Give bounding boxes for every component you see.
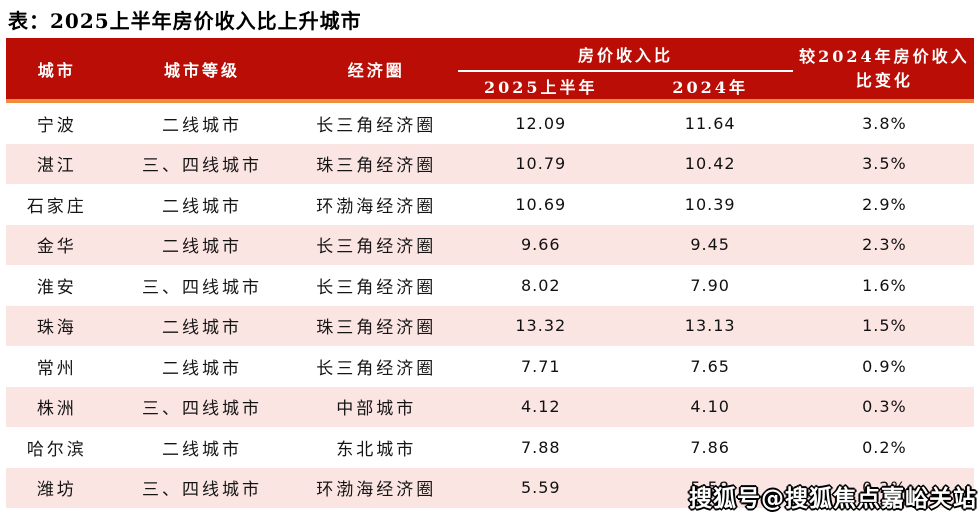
cell-ratio-2025h1: 7.88 (520, 437, 561, 457)
table-row: 常州 二线城市 长三角经济圈 7.71 7.65 0.9% (6, 346, 974, 387)
cell-change: 0.3% (862, 397, 907, 417)
cell-ratio-2025h1: 10.69 (515, 194, 567, 214)
cell-ratio-2025h1: 5.59 (520, 478, 561, 498)
cell-city-tier: 二线城市 (162, 115, 242, 136)
table-row: 淮安 三、四线城市 长三角经济圈 8.02 7.90 1.6% (6, 265, 974, 306)
cell-city-tier: 三、四线城市 (142, 399, 262, 420)
cell-city-tier: 三、四线城市 (142, 277, 262, 298)
cell-econ-circle: 长三角经济圈 (316, 115, 437, 136)
cell-city-tier: 三、四线城市 (142, 156, 262, 177)
table-row: 石家庄 二线城市 环渤海经济圈 10.69 10.39 2.9% (6, 184, 974, 225)
cell-econ-circle: 环渤海经济圈 (316, 196, 437, 217)
cell-ratio-2024: 4.10 (690, 397, 730, 417)
cell-ratio-2024: 7.65 (690, 356, 730, 376)
cell-city-tier: 二线城市 (162, 196, 242, 217)
table-body: 宁波 二线城市 长三角经济圈 12.09 11.64 3.8% 湛江 三、四线城… (6, 103, 974, 508)
cell-change: 2.9% (862, 194, 907, 214)
header-2024: 2024年 (672, 77, 748, 97)
table-row: 宁波 二线城市 长三角经济圈 12.09 11.64 3.8% (6, 103, 974, 144)
cell-ratio-2025h1: 13.32 (515, 316, 567, 336)
cell-change: 0.9% (862, 356, 907, 376)
cell-city: 宁波 (36, 115, 77, 136)
header-city-tier: 城市等级 (163, 60, 240, 80)
cell-ratio-2024: 13.13 (684, 316, 736, 336)
table-row: 湛江 三、四线城市 珠三角经济圈 10.79 10.42 3.5% (6, 143, 974, 184)
cell-econ-circle: 珠三角经济圈 (316, 318, 437, 339)
cell-ratio-2025h1: 9.66 (520, 235, 561, 255)
cell-ratio-2025h1: 8.02 (520, 275, 561, 295)
cell-econ-circle: 珠三角经济圈 (316, 156, 437, 177)
cell-city: 哈尔滨 (26, 439, 87, 460)
cell-city-tier: 二线城市 (162, 358, 242, 379)
cell-change: 1.5% (862, 316, 907, 336)
cell-change: 1.6% (862, 275, 907, 295)
watermark-text: 搜狐号@搜狐焦点嘉峪关站 (689, 486, 977, 512)
cell-ratio-2025h1: 10.79 (515, 154, 567, 174)
header-change-line2: 比变化 (855, 70, 913, 90)
cell-change: 3.5% (862, 154, 907, 174)
cell-ratio-2024: 5.58 (690, 478, 730, 498)
header-ratio-group: 房价收入比 (458, 38, 793, 72)
header-city: 城市 (37, 60, 76, 80)
cell-econ-circle: 中部城市 (336, 399, 417, 420)
cell-econ-circle: 环渤海经济圈 (316, 480, 437, 501)
cell-city-tier: 二线城市 (162, 237, 242, 258)
price-income-ratio-table: 城市 城市等级 经济圈 房价收入比 2025上半年 2024年 较2024年房价… (6, 38, 974, 508)
cell-ratio-2024: 10.39 (684, 194, 736, 214)
cell-city: 株洲 (36, 399, 77, 420)
header-change-vs-2024: 较2024年房价收入 比变化 (795, 38, 974, 99)
table-row: 株洲 三、四线城市 中部城市 4.12 4.10 0.3% (6, 386, 974, 427)
cell-city: 金华 (36, 237, 77, 258)
cell-econ-circle: 长三角经济圈 (316, 358, 437, 379)
cell-city: 石家庄 (26, 196, 87, 217)
header-2025-h1: 2025上半年 (484, 77, 598, 97)
cell-city-tier: 二线城市 (162, 318, 242, 339)
cell-city-tier: 三、四线城市 (142, 480, 262, 501)
cell-city: 珠海 (36, 318, 77, 339)
table-row: 哈尔滨 二线城市 东北城市 7.88 7.86 0.2% (6, 427, 974, 468)
cell-change: 3.8% (862, 113, 907, 133)
table-row: 珠海 二线城市 珠三角经济圈 13.32 13.13 1.5% (6, 305, 974, 346)
cell-city: 潍坊 (36, 480, 77, 501)
cell-ratio-2024: 11.64 (684, 113, 736, 133)
header-change-line1: 较2024年房价收入 (799, 47, 970, 67)
cell-city-tier: 二线城市 (162, 439, 242, 460)
cell-ratio-2025h1: 7.71 (520, 356, 561, 376)
header-econ-circle: 经济圈 (347, 60, 405, 80)
cell-city: 淮安 (36, 277, 77, 298)
page-title: 表：2025上半年房价收入比上升城市 (8, 9, 362, 33)
cell-econ-circle: 长三角经济圈 (316, 277, 437, 298)
cell-city: 常州 (36, 358, 77, 379)
cell-econ-circle: 长三角经济圈 (316, 237, 437, 258)
cell-ratio-2025h1: 4.12 (520, 397, 561, 417)
cell-econ-circle: 东北城市 (336, 439, 417, 460)
cell-change: 0.2% (862, 478, 907, 498)
cell-ratio-2024: 10.42 (684, 154, 736, 174)
cell-change: 0.2% (862, 437, 907, 457)
cell-ratio-2024: 7.86 (690, 437, 730, 457)
table-row: 潍坊 三、四线城市 环渤海经济圈 5.59 5.58 0.2% (6, 467, 974, 508)
cell-city: 湛江 (36, 156, 77, 177)
table-header: 城市 城市等级 经济圈 房价收入比 2025上半年 2024年 较2024年房价… (6, 38, 974, 103)
table-row: 金华 二线城市 长三角经济圈 9.66 9.45 2.3% (6, 224, 974, 265)
cell-ratio-2024: 7.90 (690, 275, 730, 295)
cell-ratio-2025h1: 12.09 (515, 113, 567, 133)
cell-ratio-2024: 9.45 (690, 235, 730, 255)
cell-change: 2.3% (862, 235, 907, 255)
